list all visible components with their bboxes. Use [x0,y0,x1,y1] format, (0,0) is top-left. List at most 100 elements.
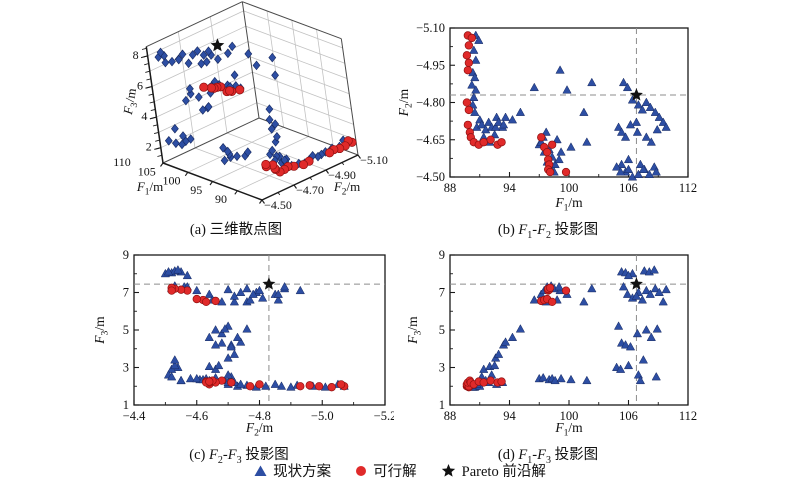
point-current-plan [270,379,280,388]
point-feasible-solution [462,51,472,60]
point-current-plan [161,57,170,68]
point-current-plan [637,105,648,114]
point-feasible-solution [235,85,245,95]
point-feasible-solution [467,33,476,43]
f1-tick-label: 105 [138,164,156,178]
point-feasible-solution [205,377,214,386]
panel-f1-f3-projection: 88 94 100 106 112 9 7 5 3 1 F1/m F3/m [394,246,702,444]
point-current-plan [204,289,214,298]
y-tick-label: 1 [439,398,445,412]
point-current-plan [271,70,279,81]
point-current-plan [186,84,194,94]
triangle-marker-icon [254,465,267,476]
point-current-plan [470,72,480,82]
point-current-plan [641,325,651,334]
f3-tick-label: 2 [146,140,152,154]
point-current-plan [236,337,246,346]
f3-tick-label: 6 [137,79,143,93]
point-current-plan [156,47,165,58]
f2-tick-label: −4.50 [264,198,292,212]
point-current-plan [265,114,274,125]
point-current-plan [615,167,626,176]
point-feasible-solution [537,133,546,142]
point-current-plan [498,119,509,129]
point-current-plan [579,107,589,116]
point-feasible-solution [543,148,552,157]
legend-item-pareto-front: Pareto 前沿解 [441,460,546,481]
point-current-plan [631,291,642,300]
point-current-plan [554,281,564,291]
point-current-plan [178,139,186,150]
point-current-plan [493,349,504,358]
point-current-plan [658,117,668,126]
point-feasible-solution [546,167,555,177]
point-feasible-solution [167,286,176,295]
point-current-plan [615,364,626,373]
point-current-plan [555,65,565,74]
point-feasible-solution [325,148,335,158]
point-current-plan [220,155,229,166]
f3-axis-label: F3/m [120,87,142,117]
point-current-plan [541,127,551,136]
point-feasible-solution [464,41,473,50]
point-feasible-solution [497,138,506,147]
x-tick-label: −4.6 [185,409,208,423]
chart-a-3d: 110 105 100 95 90 −4.50 −4.70 −4.90 −5.10 2 4 6 8 F1/… [113,1,388,212]
point-current-plan [254,285,265,295]
point-current-plan [661,284,671,294]
point-feasible-solution [227,378,236,387]
point-pareto-front [629,88,643,101]
point-current-plan [652,324,662,333]
point-current-plan [242,324,252,333]
point-current-plan [500,112,511,121]
point-current-plan [258,293,268,302]
point-current-plan [554,154,564,164]
point-current-plan [185,373,196,383]
point-current-plan [271,119,280,129]
scatter-points-3d [154,38,357,177]
point-current-plan [223,146,232,157]
point-pareto-front [262,277,276,290]
legend-item-current-plan: 现状方案 [254,460,331,481]
point-current-plan [632,127,643,136]
legend-label: 现状方案 [273,464,332,480]
point-current-plan [623,270,634,280]
y-tick-label: 3 [439,361,445,375]
point-current-plan [650,107,660,116]
point-current-plan [611,162,622,171]
point-current-plan [164,136,173,146]
point-current-plan [172,138,180,149]
point-current-plan [507,114,518,124]
point-feasible-solution [255,380,264,389]
point-feasible-solution [305,381,314,390]
point-current-plan [474,35,484,44]
x-tick-label: 94 [503,181,516,195]
point-current-plan [661,122,671,131]
point-feasible-solution [192,294,201,304]
y-tick-label: −4.65 [416,133,445,147]
point-current-plan [587,77,597,87]
point-current-plan [627,95,638,104]
y-tick-label: −4.50 [416,170,445,184]
point-current-plan [204,46,213,56]
point-current-plan [622,289,633,298]
point-current-plan [268,52,277,63]
point-current-plan [641,97,651,106]
point-current-plan [273,295,283,304]
star-marker-icon [441,463,455,477]
point-current-plan [245,295,255,304]
point-current-plan [214,54,222,64]
f3-tick-label: 8 [133,48,139,62]
point-current-plan [616,127,627,136]
point-current-plan [631,117,642,126]
x-axis-label: F2/m [245,420,274,438]
point-current-plan [652,124,662,134]
chart-b: 88 94 100 106 112 −5.10 −4.95 −4.80 −4.65 −4.50 F1… [396,21,697,213]
point-current-plan [182,95,190,106]
point-feasible-solution [547,297,557,307]
point-current-plan [204,361,214,371]
point-current-plan [477,119,487,129]
legend-item-feasible-solution: 可行解 [355,460,417,481]
y-tick-label: 1 [123,398,129,412]
